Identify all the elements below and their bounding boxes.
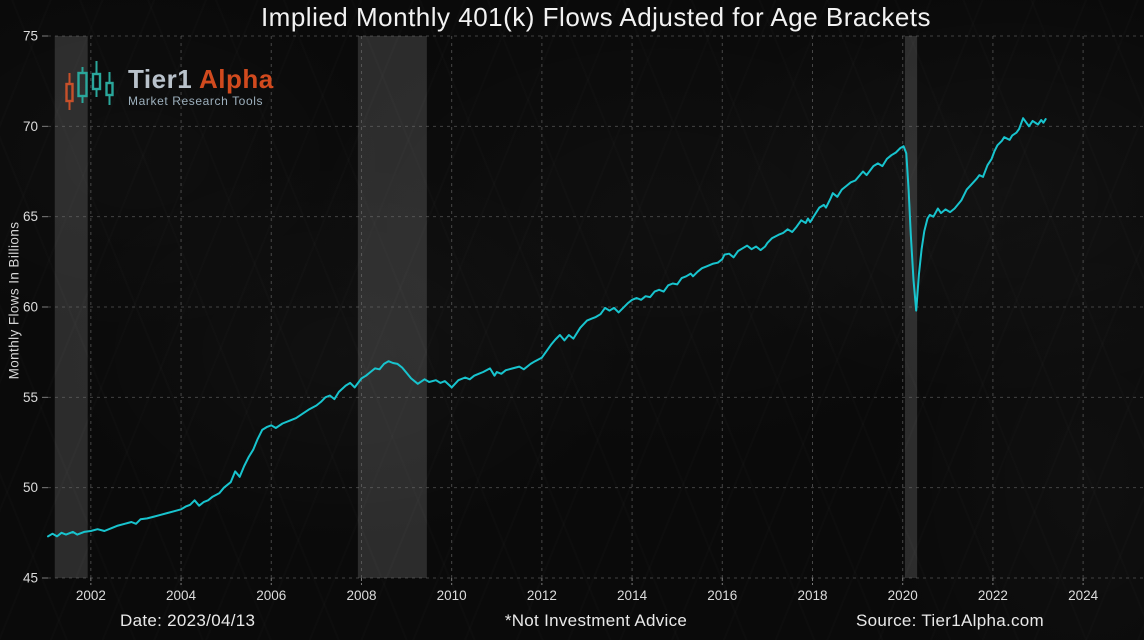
y-tick-label: 50 — [23, 480, 38, 495]
page-title: Implied Monthly 401(k) Flows Adjusted fo… — [260, 2, 932, 32]
x-tick-label: 2002 — [76, 588, 106, 603]
x-tick-label: 2016 — [707, 588, 737, 603]
y-tick-label: 60 — [23, 300, 38, 315]
flows-line-series — [47, 117, 1047, 538]
x-tick-label: 2020 — [888, 588, 918, 603]
candlestick-icon — [65, 61, 114, 110]
footer-disclaimer: *Not Investment Advice — [504, 611, 688, 630]
brand-name-alpha: Alpha — [198, 64, 274, 94]
x-tick-label: 2014 — [617, 588, 648, 603]
x-tick-label: 2006 — [256, 588, 286, 603]
x-tick-label: 2008 — [346, 588, 376, 603]
y-tick-label: 55 — [23, 390, 38, 405]
y-tick-label: 75 — [23, 29, 38, 44]
y-axis-title: Monthly Flows In Billions — [6, 221, 22, 380]
footer-source: Source: Tier1Alpha.com — [855, 611, 1044, 630]
x-tick-label: 2022 — [978, 588, 1008, 603]
brand-name-tier1: Tier1 — [128, 64, 193, 94]
x-tick-label: 2024 — [1068, 588, 1099, 603]
footer-date: Date: 2023/04/13 — [120, 611, 256, 630]
x-tick-label: 2004 — [166, 588, 197, 603]
brand-tagline: Market Research Tools — [128, 94, 264, 108]
y-tick-label: 70 — [23, 119, 38, 134]
tier1alpha-logo: Tier1 Alpha Market Research Tools — [62, 60, 274, 114]
x-tick-label: 2012 — [527, 588, 557, 603]
x-tick-label: 2018 — [797, 588, 827, 603]
y-tick-label: 65 — [23, 209, 38, 224]
logo-text: Tier1 Alpha Market Research Tools — [128, 66, 274, 108]
y-tick-label: 45 — [23, 571, 38, 586]
x-tick-label: 2010 — [437, 588, 467, 603]
